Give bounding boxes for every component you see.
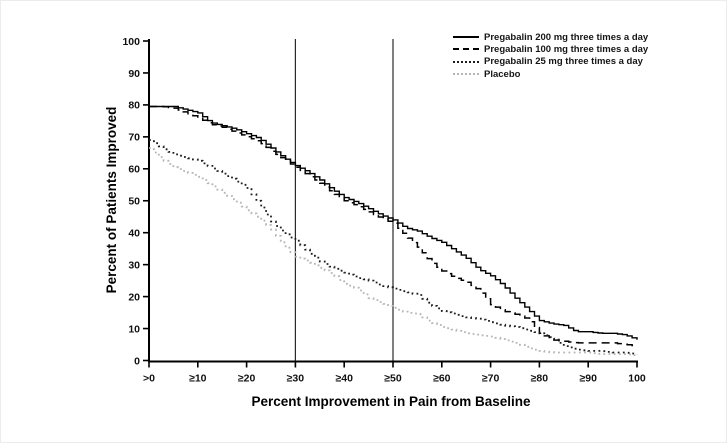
y-tick-label: 50 — [128, 196, 140, 208]
series-line-3 — [149, 147, 638, 356]
light-dotted-line-icon — [453, 73, 479, 76]
x-tick-label: ≥40 — [335, 373, 353, 385]
y-tick-label: 90 — [128, 68, 140, 80]
y-tick-label: 0 — [134, 355, 140, 367]
y-tick-label: 100 — [122, 36, 140, 48]
legend-label: Pregabalin 25 mg three times a day — [484, 56, 643, 68]
legend-label: Pregabalin 200 mg three times a day — [484, 31, 649, 43]
series-line-1 — [149, 105, 638, 347]
x-tick-label: ≥50 — [384, 373, 402, 385]
dashed-line-icon — [453, 48, 479, 51]
y-tick-label: 40 — [128, 228, 140, 240]
x-tick-label: ≥90 — [579, 373, 597, 385]
x-tick-label: >0 — [143, 373, 155, 385]
series-line-0 — [149, 105, 638, 340]
y-tick-label: 30 — [128, 259, 140, 271]
x-tick-label: ≥60 — [433, 373, 451, 385]
y-axis-title: Percent of Patients Improved — [104, 107, 119, 294]
y-tick-label: 10 — [128, 323, 140, 335]
legend-item-pregabalin-100: Pregabalin 100 mg three times a day — [453, 43, 648, 55]
x-tick-label: ≥70 — [482, 373, 500, 385]
y-tick-label: 70 — [128, 132, 140, 144]
legend-item-pregabalin-200: Pregabalin 200 mg three times a day — [453, 31, 648, 43]
legend-item-placebo: Placebo — [453, 68, 648, 80]
x-tick-label: ≥20 — [238, 373, 256, 385]
x-tick-label: 100 — [628, 373, 646, 385]
dotted-line-icon — [453, 60, 479, 63]
legend-label: Pregabalin 100 mg three times a day — [484, 43, 649, 55]
x-tick-label: ≥30 — [287, 373, 305, 385]
series-line-2 — [149, 139, 638, 355]
legend-label: Placebo — [484, 68, 521, 80]
legend: Pregabalin 200 mg three times a day Preg… — [453, 31, 648, 80]
solid-line-icon — [453, 36, 479, 39]
legend-item-pregabalin-25: Pregabalin 25 mg three times a day — [453, 56, 648, 68]
x-tick-label: ≥10 — [189, 373, 207, 385]
y-tick-label: 60 — [128, 164, 140, 176]
y-tick-label: 80 — [128, 100, 140, 112]
x-axis-title: Percent Improvement in Pain from Baselin… — [251, 394, 531, 409]
x-tick-label: ≥80 — [531, 373, 549, 385]
y-tick-label: 20 — [128, 291, 140, 303]
